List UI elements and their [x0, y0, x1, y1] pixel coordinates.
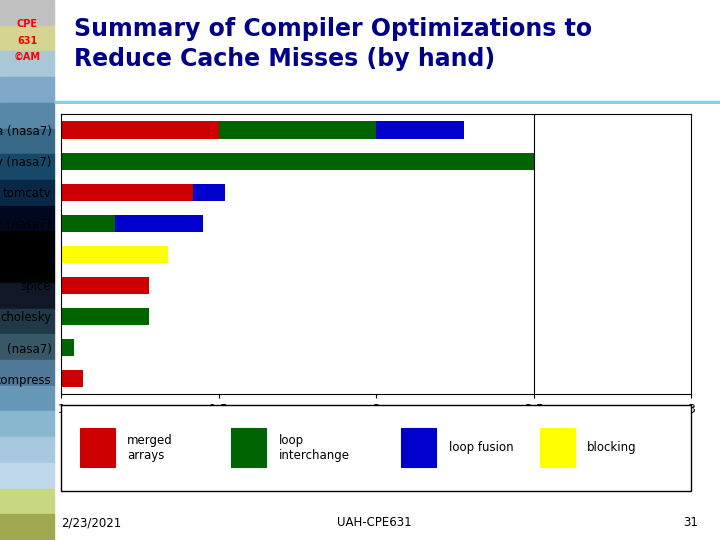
Bar — [61, 370, 84, 387]
Bar — [0, 489, 54, 514]
Text: 2/23/2021: 2/23/2021 — [61, 516, 122, 530]
Bar — [0, 206, 54, 232]
Bar — [402, 428, 436, 467]
Bar — [194, 184, 225, 201]
Bar — [0, 129, 54, 154]
Bar — [231, 428, 266, 467]
X-axis label: Performance Improvement: Performance Improvement — [292, 422, 460, 435]
Bar — [61, 339, 73, 356]
Text: CPE: CPE — [17, 19, 37, 29]
Bar — [0, 0, 54, 26]
Bar — [61, 153, 534, 170]
Bar — [61, 308, 150, 325]
Text: UAH-CPE631: UAH-CPE631 — [337, 516, 412, 530]
Text: Summary of Compiler Optimizations to
Reduce Cache Misses (by hand): Summary of Compiler Optimizations to Red… — [74, 17, 592, 71]
Bar — [0, 386, 54, 411]
Text: 631: 631 — [17, 36, 37, 45]
Bar — [61, 215, 114, 232]
Bar — [114, 215, 203, 232]
Bar — [0, 51, 54, 77]
Text: 31: 31 — [683, 516, 698, 530]
Bar — [0, 103, 54, 129]
Bar — [0, 463, 54, 489]
Bar — [0, 154, 54, 180]
Text: loop fusion: loop fusion — [449, 441, 513, 454]
Bar — [61, 122, 219, 139]
Bar — [540, 428, 575, 467]
Text: blocking: blocking — [588, 441, 637, 454]
Bar — [0, 26, 54, 51]
Bar — [0, 411, 54, 437]
Bar — [0, 360, 54, 386]
Text: ©AM: ©AM — [14, 52, 40, 62]
Bar — [0, 77, 54, 103]
Bar — [61, 277, 150, 294]
Bar — [61, 246, 168, 263]
Bar — [80, 428, 114, 467]
Text: merged
arrays: merged arrays — [127, 434, 173, 462]
Bar — [0, 257, 54, 283]
Bar — [0, 334, 54, 360]
Bar — [0, 437, 54, 463]
Bar — [0, 308, 54, 334]
Bar — [0, 180, 54, 206]
Bar — [0, 514, 54, 540]
Bar — [61, 184, 194, 201]
Bar — [219, 122, 376, 139]
Bar — [376, 122, 464, 139]
Bar — [0, 283, 54, 308]
Bar — [0, 232, 54, 257]
Text: loop
interchange: loop interchange — [279, 434, 349, 462]
